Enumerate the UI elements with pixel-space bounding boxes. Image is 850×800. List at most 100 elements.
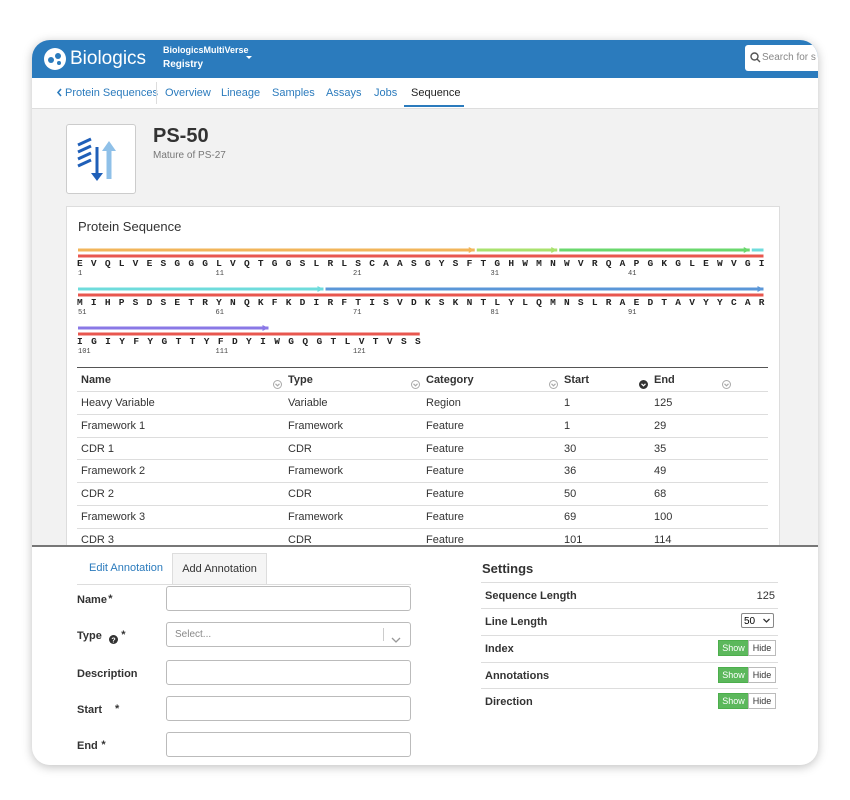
table-cell: Framework 1 <box>81 419 146 432</box>
index-label: 61 <box>216 309 224 317</box>
annotation-form: Edit Annotation Add Annotation Name * Type? *… <box>32 545 472 765</box>
show-toggle[interactable]: Show <box>718 693 749 709</box>
row-border <box>77 527 768 529</box>
show-toggle[interactable]: Show <box>718 640 749 656</box>
table-cell: Variable <box>288 397 328 409</box>
settings-title: Settings <box>482 561 534 576</box>
table-cell: Feature <box>426 511 464 523</box>
table-cell: Framework <box>288 465 344 478</box>
text-input[interactable] <box>166 660 411 685</box>
annotation-arrow <box>743 247 750 253</box>
annotation-arrow <box>317 286 324 292</box>
table-cell: CDR <box>288 488 312 501</box>
row-border <box>77 459 768 461</box>
table-cell: 36 <box>564 465 577 478</box>
table-cell: 50 <box>564 488 577 501</box>
nav-tab[interactable]: Jobs <box>374 87 398 99</box>
hide-toggle[interactable]: Hide <box>748 666 776 683</box>
settings-label: Annotations <box>485 669 550 682</box>
nav-tab[interactable]: Assays <box>326 87 362 99</box>
text-input[interactable] <box>166 696 411 721</box>
sequence-line: EVQLVESGGGLVQTGGSLRLSCAASGYSFTGHWMNWVRQA… <box>77 258 764 269</box>
column-header[interactable]: Category <box>426 374 474 386</box>
nav-tab[interactable]: Samples <box>272 87 315 99</box>
settings-label: Index <box>485 643 514 655</box>
column-header[interactable]: End <box>654 374 675 386</box>
sort-icon <box>273 376 282 394</box>
table-cell: Feature <box>426 465 464 478</box>
index-label: 91 <box>628 309 636 317</box>
table-cell: Feature <box>426 442 464 455</box>
field-label: Description <box>77 668 138 680</box>
back-link[interactable]: Protein Sequences <box>65 87 158 99</box>
column-header[interactable]: Name <box>81 374 111 386</box>
settings-row <box>481 608 778 635</box>
select-input[interactable]: Select... <box>166 622 411 647</box>
form-tab[interactable]: Edit Annotation <box>89 562 164 574</box>
table-cell: CDR <box>288 533 312 546</box>
annotation-arrow <box>757 286 764 292</box>
annotation-arrow <box>551 247 558 253</box>
protein-icon <box>77 137 116 181</box>
table-cell: Framework 2 <box>81 465 146 478</box>
sequence-card <box>66 206 780 547</box>
row-border <box>77 505 768 506</box>
table-cell: 29 <box>654 419 667 432</box>
field-label: Name <box>77 594 107 606</box>
card-title: Protein Sequence <box>78 219 182 234</box>
index-label: 11 <box>216 270 224 278</box>
search-box[interactable]: Search for s <box>745 45 818 71</box>
annotation-arrow <box>262 325 269 331</box>
project[interactable]: BiologicsMultiVerse <box>163 45 249 55</box>
column-header[interactable]: Start <box>564 374 590 386</box>
header: Biologics BiologicsMultiVerse Registry S… <box>32 40 818 78</box>
select-divider <box>383 628 384 641</box>
hide-toggle[interactable]: Hide <box>748 640 776 656</box>
select-placeholder: Select... <box>175 629 212 640</box>
column-header[interactable]: Type <box>288 374 313 386</box>
folder[interactable]: Registry <box>163 59 204 70</box>
text-input[interactable] <box>166 732 411 757</box>
show-toggle[interactable]: Show <box>718 666 749 683</box>
row-border <box>77 391 768 392</box>
required-mark: * <box>108 593 113 605</box>
hide-toggle[interactable]: Hide <box>748 693 776 709</box>
table-cell: 1 <box>564 419 571 432</box>
table-cell: CDR <box>288 442 312 455</box>
tab-underline <box>77 584 411 585</box>
settings-label: Sequence Length <box>485 590 577 602</box>
index-label: 81 <box>491 309 499 317</box>
annotation-table: Name Type Category Start End Heavy Variable Va… <box>77 367 768 546</box>
row-border <box>77 436 768 438</box>
row-border <box>77 482 768 484</box>
divider <box>156 82 157 104</box>
table-cell: 125 <box>654 397 673 409</box>
text-input[interactable] <box>166 586 411 611</box>
search-icon <box>750 52 761 63</box>
index-label: 111 <box>216 348 229 356</box>
table-cell: 100 <box>654 511 673 523</box>
table-cell: 101 <box>564 533 583 546</box>
search-placeholder: Search for s <box>762 52 816 63</box>
nav-tab[interactable]: Overview <box>165 87 211 99</box>
nav-tab[interactable]: Lineage <box>221 87 261 99</box>
nav-tab[interactable]: Sequence <box>411 87 461 99</box>
logo <box>44 48 66 70</box>
index-label: 71 <box>353 309 361 317</box>
active-underline <box>404 105 464 107</box>
settings-label: Line Length <box>485 616 548 628</box>
settings-row <box>481 635 778 662</box>
table-cell: Feature <box>426 533 464 546</box>
form-tab[interactable]: Add Annotation <box>172 553 267 584</box>
table-cell: Region <box>426 397 461 409</box>
table-cell: Feature <box>426 419 464 432</box>
sequence-line: MIHPSDSETRYNQKFKDIRFTISVDKSKNTLYLQMNSLRA… <box>77 297 765 308</box>
index-label: 1 <box>78 270 82 278</box>
table-cell: 114 <box>654 533 672 546</box>
annotation-arrow <box>468 247 475 253</box>
help-icon: ? <box>109 631 119 649</box>
settings-panel: Settings Sequence Length 125 Line Length 50 I… <box>32 545 818 765</box>
line-length-select[interactable]: 50 <box>741 613 774 628</box>
table-cell: Framework <box>288 419 344 432</box>
